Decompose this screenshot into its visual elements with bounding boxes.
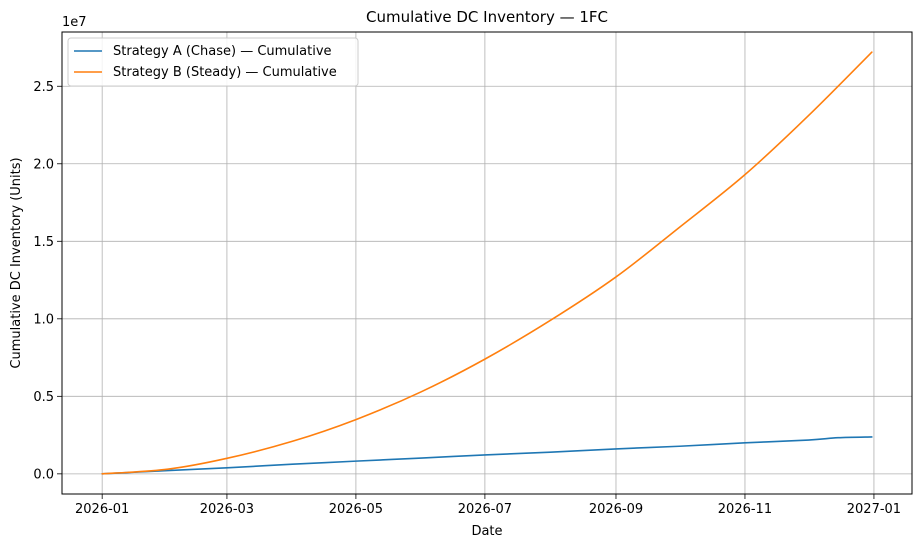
legend: Strategy A (Chase) — Cumulative Strategy…	[67, 37, 359, 87]
y-tick-label: 2.0	[33, 157, 54, 172]
y-tick-label: 2.5	[33, 80, 54, 95]
y-axis: 0.0 0.5 1.0 1.5 2.0 2.5	[33, 80, 62, 482]
grid	[62, 32, 912, 494]
x-tick-label: 2026-03	[200, 502, 254, 517]
x-tick-label: 2026-05	[329, 502, 383, 517]
plot-frame	[61, 31, 913, 495]
x-tick-label: 2026-01	[75, 502, 129, 517]
legend-label-strategy-b: Strategy B (Steady) — Cumulative	[113, 65, 337, 80]
y-tick-label: 0.5	[33, 390, 54, 405]
y-axis-label: Cumulative DC Inventory (Units)	[9, 157, 24, 368]
series-layer	[101, 51, 873, 475]
x-tick-label: 2026-07	[458, 502, 512, 517]
x-tick-label: 2026-09	[589, 502, 643, 517]
x-axis: 2026-01 2026-03 2026-05 2026-07 2026-09 2026-…	[75, 494, 901, 517]
y-tick-label: 1.0	[33, 312, 54, 327]
y-tick-label: 1.5	[33, 235, 54, 250]
series-line-strategy-a	[101, 436, 873, 475]
x-axis-label: Date	[471, 524, 502, 539]
x-tick-label: 2027-01	[847, 502, 901, 517]
chart-title: Cumulative DC Inventory — 1FC	[366, 8, 608, 26]
y-tick-label: 0.0	[33, 467, 54, 482]
legend-label-strategy-a: Strategy A (Chase) — Cumulative	[113, 44, 332, 59]
y-axis-multiplier: 1e7	[62, 15, 87, 30]
legend-box	[67, 37, 359, 87]
series-line-strategy-b	[101, 51, 873, 475]
x-tick-label: 2026-11	[718, 502, 772, 517]
